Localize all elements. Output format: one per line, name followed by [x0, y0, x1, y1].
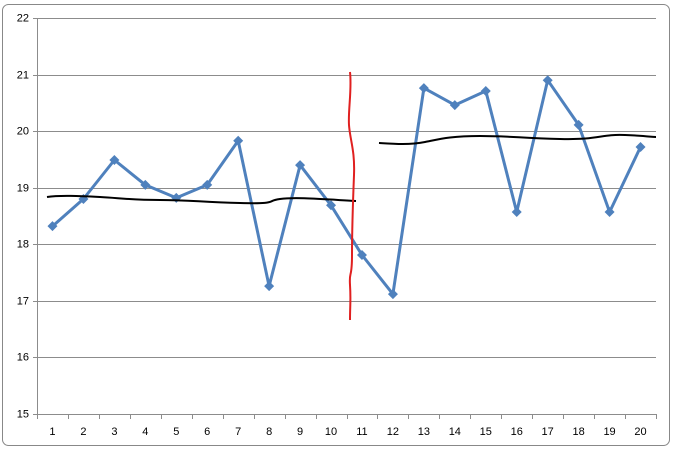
x-tick-label: 7: [235, 426, 241, 438]
y-tick-label: 22: [17, 12, 29, 24]
x-tick-label: 14: [449, 426, 461, 438]
data-point: [356, 250, 367, 261]
data-point: [387, 289, 398, 300]
x-tick-label: 10: [325, 426, 337, 438]
data-point: [604, 207, 615, 218]
x-tick-label: 12: [387, 426, 399, 438]
data-point: [264, 281, 275, 292]
hand-drawn-mean-line: [378, 133, 657, 145]
y-tick-label: 21: [17, 69, 29, 81]
data-point: [449, 100, 460, 111]
hand-drawn-mean-line: [46, 194, 357, 205]
x-tick-label: 9: [297, 426, 303, 438]
data-point: [140, 179, 151, 190]
data-point: [202, 179, 213, 190]
x-tick-label: 6: [204, 426, 210, 438]
data-point: [480, 85, 491, 96]
x-tick-label: 5: [173, 426, 179, 438]
data-point: [511, 207, 522, 218]
hand-drawn-divider: [347, 71, 356, 321]
y-tick-label: 18: [17, 238, 29, 250]
x-tick-label: 8: [266, 426, 272, 438]
data-point: [635, 141, 646, 152]
data-point: [109, 154, 120, 165]
x-tick-label: 11: [356, 426, 367, 438]
y-tick-label: 17: [17, 295, 29, 307]
data-point: [233, 135, 244, 146]
data-point: [418, 83, 429, 94]
x-tick-label: 17: [542, 426, 554, 438]
x-tick-label: 18: [573, 426, 585, 438]
data-point: [326, 200, 337, 211]
series-line: [51, 78, 642, 296]
x-tick-label: 1: [49, 426, 55, 438]
x-tick-label: 15: [480, 426, 492, 438]
x-tick-label: 16: [511, 426, 523, 438]
x-tick-label: 2: [80, 426, 86, 438]
y-tick-label: 16: [17, 351, 29, 363]
data-point: [542, 75, 553, 86]
chart-frame: [2, 4, 670, 446]
data-point: [295, 160, 306, 171]
x-tick-label: 4: [142, 426, 148, 438]
x-tick-label: 19: [603, 426, 615, 438]
x-tick-label: 13: [418, 426, 430, 438]
y-tick-label: 15: [17, 408, 29, 420]
data-point: [573, 119, 584, 130]
x-tick-label: 3: [111, 426, 117, 438]
y-tick-label: 19: [17, 182, 29, 194]
y-tick-label: 20: [17, 125, 29, 137]
data-point: [47, 221, 58, 232]
x-tick-label: 20: [634, 426, 646, 438]
